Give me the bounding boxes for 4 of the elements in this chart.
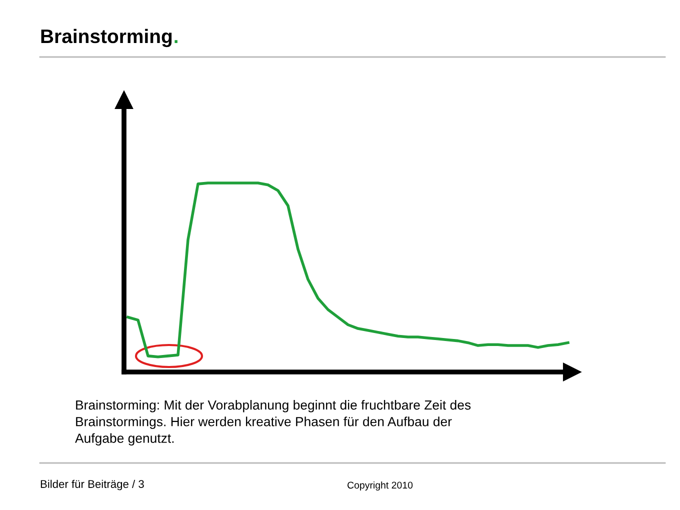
text: Copyright 2010 — [348, 481, 413, 491]
text: Bilder für Beiträge / 3 — [40, 480, 144, 490]
chart-title: Brainstorming. — [41, 28, 178, 48]
text: Brainstorming: Mit der Vorabplanung beginnt die fruchtbare Zeit des Brainstormings. Hier werden kreative Phasen für den Aufbau der Aufgabe genutzt. — [75, 400, 471, 446]
